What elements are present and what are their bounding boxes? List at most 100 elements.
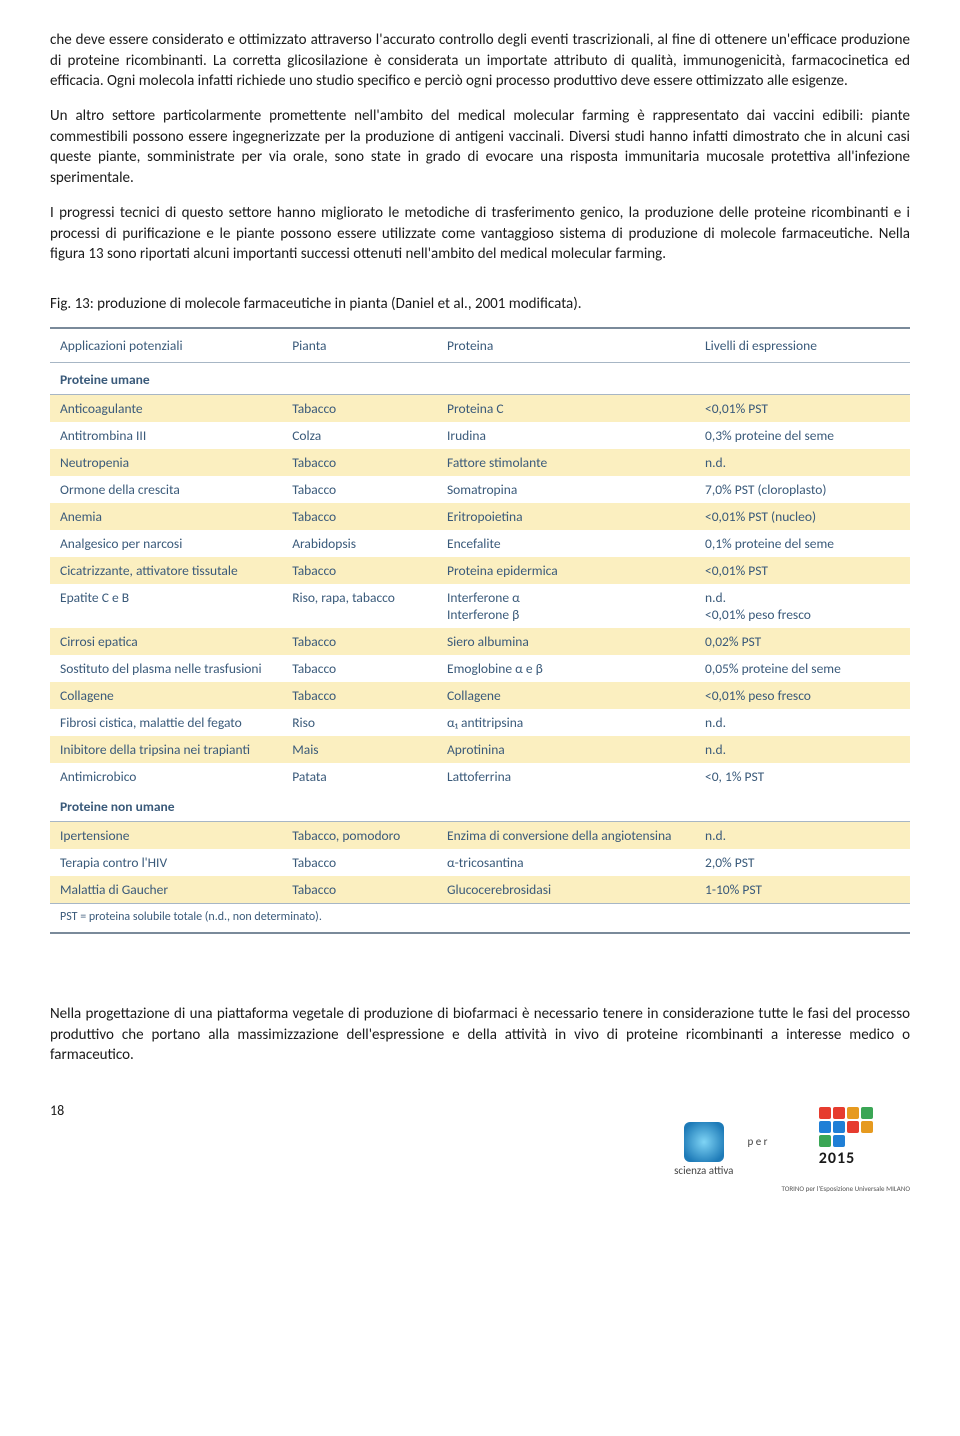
table-cell: Somatropina — [437, 476, 695, 503]
table-cell: Ipertensione — [50, 821, 282, 849]
table-cell: Antimicrobico — [50, 763, 282, 790]
table-cell: Mais — [282, 736, 437, 763]
paragraph-4: Nella progettazione di una piattaforma v… — [50, 1004, 910, 1066]
table-cell: Riso — [282, 709, 437, 736]
expo-tile — [819, 1170, 831, 1182]
table-row: Fibrosi cistica, malattie del fegatoRiso… — [50, 709, 910, 736]
table-row: Terapia contro l'HIVTabaccoα-tricosantin… — [50, 849, 910, 876]
table-cell: <0,01% PST — [695, 394, 910, 422]
table-cell: Neutropenia — [50, 449, 282, 476]
table-cell: Tabacco — [282, 682, 437, 709]
table-cell: 2,0% PST — [695, 849, 910, 876]
table-cell: n.d. — [695, 736, 910, 763]
scienza-attiva-logo: scienza attiva — [674, 1122, 733, 1177]
table-row: AntimicrobicoPatataLattoferrina<0, 1% PS… — [50, 763, 910, 790]
table-cell: Tabacco — [282, 394, 437, 422]
expo-tile — [819, 1121, 831, 1133]
paragraph-3: I progressi tecnici di questo settore ha… — [50, 203, 910, 265]
table-cell: Proteina epidermica — [437, 557, 695, 584]
table-cell: n.d.<0,01% peso fresco — [695, 584, 910, 628]
table-row: Antitrombina IIIColzaIrudina0,3% protein… — [50, 422, 910, 449]
table-cell: Colza — [282, 422, 437, 449]
table-cell: Emoglobine α e β — [437, 655, 695, 682]
table-cell: Siero albumina — [437, 628, 695, 655]
table-row: Inibitore della tripsina nei trapiantiMa… — [50, 736, 910, 763]
table-cell: Eritropoietina — [437, 503, 695, 530]
table-cell: 0,1% proteine del seme — [695, 530, 910, 557]
table-cell: Arabidopsis — [282, 530, 437, 557]
table-cell: Tabacco — [282, 449, 437, 476]
table-cell: n.d. — [695, 821, 910, 849]
table-cell: Ormone della crescita — [50, 476, 282, 503]
table-cell: <0,01% PST (nucleo) — [695, 503, 910, 530]
table-cell: Tabacco — [282, 628, 437, 655]
table-cell: Inibitore della tripsina nei trapianti — [50, 736, 282, 763]
expo-subtitle: TORINO per l'Esposizione Universale MILA… — [782, 1184, 911, 1193]
table-row: CollageneTabaccoCollagene<0,01% peso fre… — [50, 682, 910, 709]
table-row: AnticoagulanteTabaccoProteina C<0,01% PS… — [50, 394, 910, 422]
expo-logo: 2015 TORINO per l'Esposizione Universale… — [782, 1107, 911, 1193]
table-cell: Antitrombina III — [50, 422, 282, 449]
table-cell: Aprotinina — [437, 736, 695, 763]
table-cell: Riso, rapa, tabacco — [282, 584, 437, 628]
expo-tile — [861, 1121, 873, 1133]
table-footnote: PST = proteina solubile totale (n.d., no… — [50, 903, 910, 933]
expo-tile — [847, 1121, 859, 1133]
expo-tile — [819, 1135, 831, 1147]
table-cell: Glucocerebrosidasi — [437, 876, 695, 904]
table-cell: Tabacco — [282, 655, 437, 682]
table-cell: Cicatrizzante, attivatore tissutale — [50, 557, 282, 584]
expo-tile — [833, 1107, 845, 1119]
table-cell: Enzima di conversione della angiotensina — [437, 821, 695, 849]
table-cell: Fattore stimolante — [437, 449, 695, 476]
table-cell: Malattia di Gaucher — [50, 876, 282, 904]
table-cell: α-tricosantina — [437, 849, 695, 876]
table-cell: Sostituto del plasma nelle trasfusioni — [50, 655, 282, 682]
table-cell: Collagene — [437, 682, 695, 709]
expo-tile: 2015 — [819, 1149, 873, 1168]
table-cell: Interferone αInterferone β — [437, 584, 695, 628]
table-header: Livelli di espressione — [695, 328, 910, 363]
table-cell: Fibrosi cistica, malattie del fegato — [50, 709, 282, 736]
table-row: NeutropeniaTabaccoFattore stimolanten.d. — [50, 449, 910, 476]
table-row: Sostituto del plasma nelle trasfusioniTa… — [50, 655, 910, 682]
table-cell: Irudina — [437, 422, 695, 449]
table-section-header: Proteine non umane — [50, 790, 910, 822]
figure-caption: Fig. 13: produzione di molecole farmaceu… — [50, 295, 910, 313]
table-cell: 0,3% proteine del seme — [695, 422, 910, 449]
table-cell: 0,02% PST — [695, 628, 910, 655]
table-cell: Cirrosi epatica — [50, 628, 282, 655]
expo-tile — [847, 1107, 859, 1119]
table-cell: Proteina C — [437, 394, 695, 422]
table-section-header: Proteine umane — [50, 362, 910, 394]
table-cell: Analgesico per narcosi — [50, 530, 282, 557]
paragraph-1: che deve essere considerato e ottimizzat… — [50, 30, 910, 92]
table-cell: 0,05% proteine del seme — [695, 655, 910, 682]
table-cell: <0,01% peso fresco — [695, 682, 910, 709]
per-label: p e r — [747, 1135, 767, 1148]
table-cell: 1-10% PST — [695, 876, 910, 904]
table-cell: α₁ antitripsina — [437, 709, 695, 736]
table-cell: <0, 1% PST — [695, 763, 910, 790]
table-cell: n.d. — [695, 449, 910, 476]
table-row: Cicatrizzante, attivatore tissutaleTabac… — [50, 557, 910, 584]
expo-tile — [833, 1121, 845, 1133]
table-header-row: Applicazioni potenziali Pianta Proteina … — [50, 328, 910, 363]
expo-tile — [861, 1107, 873, 1119]
table-cell: Tabacco — [282, 849, 437, 876]
table-cell: Epatite C e B — [50, 584, 282, 628]
table-header: Pianta — [282, 328, 437, 363]
table-row: Epatite C e BRiso, rapa, tabaccoInterfer… — [50, 584, 910, 628]
table-row: Analgesico per narcosiArabidopsisEncefal… — [50, 530, 910, 557]
table-cell: 7,0% PST (cloroplasto) — [695, 476, 910, 503]
table-cell: Lattoferrina — [437, 763, 695, 790]
table-header: Applicazioni potenziali — [50, 328, 282, 363]
table-cell: <0,01% PST — [695, 557, 910, 584]
table-row: Ormone della crescitaTabaccoSomatropina7… — [50, 476, 910, 503]
table-header: Proteina — [437, 328, 695, 363]
table-row: Malattia di GaucherTabaccoGlucocerebrosi… — [50, 876, 910, 904]
table-row: AnemiaTabaccoEritropoietina<0,01% PST (n… — [50, 503, 910, 530]
scienza-label: scienza attiva — [674, 1164, 733, 1177]
expo-tile — [833, 1135, 845, 1147]
table-cell: Tabacco, pomodoro — [282, 821, 437, 849]
